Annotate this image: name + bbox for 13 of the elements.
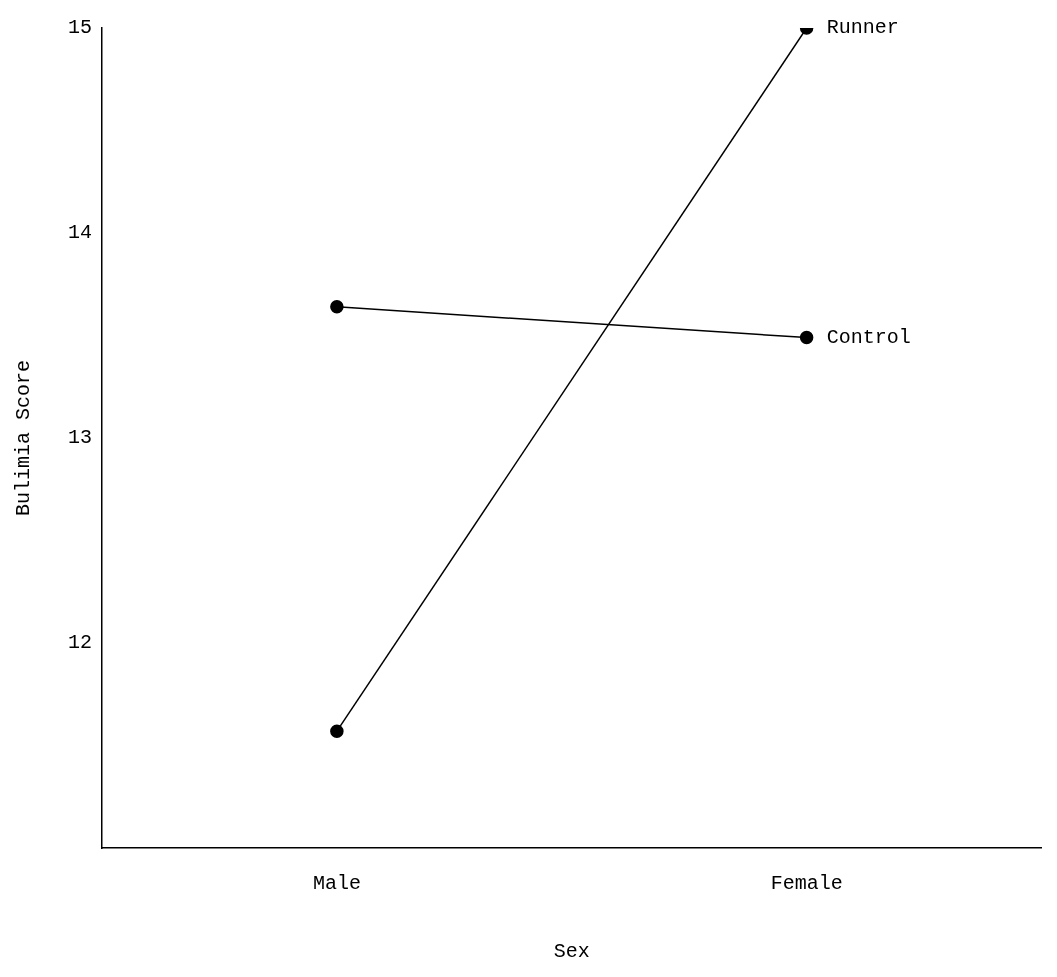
y-tick-label: 12 <box>67 631 92 655</box>
point <box>330 724 344 738</box>
y-tick-label: 13 <box>67 426 92 450</box>
x-tick-label: Female <box>770 872 843 896</box>
y-tick-label: 14 <box>67 221 92 245</box>
series-label: Runner <box>826 16 899 40</box>
point <box>799 330 814 345</box>
y-tick-label: 15 <box>67 16 92 40</box>
x-tick-label: Male <box>312 872 361 896</box>
point <box>330 300 344 314</box>
series-label: Control <box>826 325 911 349</box>
x-axis-title: Sex <box>553 940 590 964</box>
y-axis-title: Bulimia Score <box>12 359 36 517</box>
